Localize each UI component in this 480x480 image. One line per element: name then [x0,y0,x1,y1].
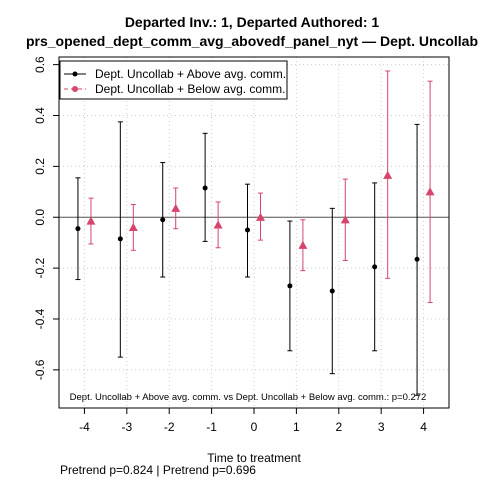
point-above [160,217,166,223]
legend-label-above: Dept. Uncollab + Above avg. comm. [95,67,286,81]
point-above [329,288,335,294]
y-axis: -0.6 -0.4 -0.2 0.0 0.2 0.4 0.6 [33,56,59,380]
point-below [86,216,96,225]
point-below [213,220,223,229]
x-tick-label: 0 [251,420,258,434]
x-tick-label: -2 [164,420,175,434]
point-above [75,226,81,232]
chart-title-line-1: Departed Inv.: 1, Departed Authored: 1 [125,14,380,30]
point-below [298,240,308,249]
y-tick-label: -0.4 [33,308,47,329]
y-tick-label: 0.2 [33,158,47,175]
point-below [383,170,393,179]
point-above [287,283,293,289]
y-tick-label: 0.0 [33,209,47,226]
y-tick-label: -0.6 [33,359,47,380]
x-tick-label: 1 [293,420,300,434]
point-estimates [75,170,435,294]
legend-marker-above [72,71,78,77]
x-tick-label: 3 [378,420,385,434]
grid-lines [59,57,449,408]
legend-box [59,60,288,100]
point-above [202,185,208,191]
point-below [340,215,350,224]
pretrend-footer: Pretrend p=0.824 | Pretrend p=0.696 [60,463,256,477]
legend: Dept. Uncollab + Above avg. comm. Dept. … [59,60,288,100]
y-tick-label: 0.6 [33,56,47,73]
x-tick-label: 4 [420,420,427,434]
point-below [425,187,435,196]
x-axis: -4 -3 -2 -1 0 1 2 3 4 [79,408,427,434]
x-tick-label: 2 [335,420,342,434]
chart-title-line-2: prs_opened_dept_comm_avg_abovedf_panel_n… [26,33,478,49]
point-below [256,212,265,221]
y-tick-label: 0.4 [33,107,47,124]
point-below [128,222,138,232]
x-tick-label: -3 [121,420,132,434]
point-above [414,256,420,262]
p-value-annotation: Dept. Uncollab + Above avg. comm. vs Dep… [70,392,427,403]
point-below [171,203,181,212]
x-tick-label: -1 [206,420,217,434]
x-tick-label: -4 [79,420,90,434]
legend-label-below: Dept. Uncollab + Below avg. comm. [95,82,285,96]
x-axis-label: Time to treatment [207,451,301,465]
y-tick-label: -0.2 [33,257,47,278]
plot-frame [58,56,450,409]
point-above [117,236,123,242]
point-above [372,264,378,270]
point-above [245,227,250,233]
legend-marker-below [72,86,78,92]
